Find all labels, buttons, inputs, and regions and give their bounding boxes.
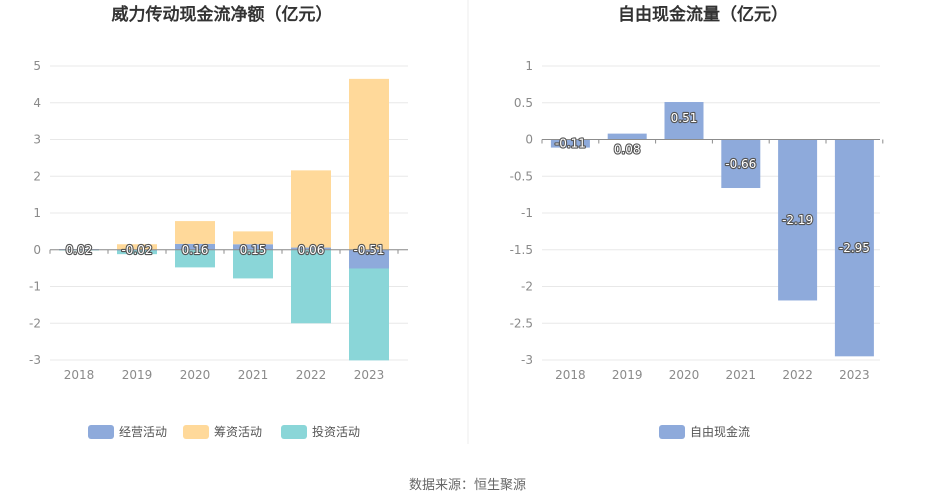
- legend-label: 自由现金流: [690, 424, 750, 439]
- x-tick-label: 2023: [839, 368, 870, 382]
- data-label: 0.06: [298, 243, 325, 257]
- data-label: 0.16: [182, 243, 209, 257]
- y-tick-label: -1.5: [510, 243, 533, 257]
- y-tick-label: 0: [525, 133, 533, 147]
- legend-swatch: [659, 425, 685, 439]
- y-tick-label: -2: [29, 316, 41, 330]
- bar-筹资活动: [349, 78, 389, 250]
- y-tick-label: 1: [525, 59, 533, 73]
- bar-投资活动: [349, 268, 389, 361]
- bar-经营活动: [175, 243, 215, 250]
- left-chart: 5 4 3 2 1 0 -1 -2 -3 2018 2019 2020 2021 2022 2023 0.02…: [29, 59, 408, 439]
- y-tick-label: 3: [33, 133, 41, 147]
- legend-label: 经营活动: [119, 425, 167, 439]
- data-label: 0.02: [66, 243, 93, 257]
- bar-筹资活动: [117, 244, 157, 250]
- bar-筹资活动: [291, 170, 331, 248]
- x-tick-label: 2020: [180, 368, 211, 382]
- left-chart-title: 威力传动现金流净额（亿元）: [112, 4, 333, 25]
- data-label: -2.19: [782, 213, 813, 227]
- bar-投资活动: [233, 249, 273, 279]
- data-label: 0.51: [671, 111, 698, 125]
- x-tick-label: 2018: [64, 368, 95, 382]
- bar-经营活动: [233, 244, 273, 250]
- y-tick-label: -1: [521, 206, 533, 220]
- bar-投资活动: [291, 249, 331, 324]
- data-source-note: 数据来源：恒生聚源: [408, 478, 526, 493]
- y-tick-label: -1: [29, 280, 41, 294]
- bar-筹资活动: [175, 221, 215, 244]
- bar-自由现金流: [664, 102, 704, 140]
- x-tick-label: 2023: [354, 368, 385, 382]
- bar-自由现金流: [607, 133, 647, 140]
- bar-自由现金流: [550, 139, 590, 148]
- y-tick-label: 5: [33, 59, 41, 73]
- y-tick-label: 0: [33, 243, 41, 257]
- x-tick-label: 2019: [612, 368, 643, 382]
- y-tick-label: -2: [521, 280, 533, 294]
- y-tick-label: 1: [33, 206, 41, 220]
- y-tick-label: 0.5: [514, 96, 533, 110]
- data-label: -0.51: [353, 243, 384, 257]
- legend-label: 筹资活动: [214, 425, 262, 439]
- bar-自由现金流: [778, 139, 818, 301]
- y-tick-label: -0.5: [510, 169, 533, 183]
- y-tick-label: -3: [521, 353, 533, 367]
- x-tick-label: 2022: [296, 368, 327, 382]
- y-tick-label: -2.5: [510, 316, 533, 330]
- data-label: -2.95: [839, 241, 870, 255]
- bar-投资活动: [117, 250, 157, 255]
- legend-swatch: [183, 425, 209, 439]
- y-tick-label: 2: [33, 169, 41, 183]
- data-label: -0.02: [121, 243, 152, 257]
- data-label: -0.66: [725, 157, 756, 171]
- x-tick-label: 2020: [669, 368, 700, 382]
- x-tick-label: 2018: [555, 368, 586, 382]
- legend-swatch: [88, 425, 114, 439]
- right-chart-title: 自由现金流量（亿元）: [618, 4, 788, 25]
- bar-自由现金流: [721, 139, 761, 189]
- x-tick-label: 2021: [726, 368, 757, 382]
- data-label: 0.15: [240, 243, 267, 257]
- data-label: 0.08: [614, 143, 641, 157]
- bar-投资活动: [175, 249, 215, 268]
- data-label: -0.11: [555, 137, 586, 151]
- bar-经营活动: [291, 247, 331, 250]
- legend-label: 投资活动: [312, 424, 360, 439]
- bar-筹资活动: [233, 231, 273, 245]
- legend-swatch: [281, 425, 307, 439]
- x-tick-label: 2019: [122, 368, 153, 382]
- bar-经营活动: [349, 249, 389, 269]
- x-tick-label: 2022: [782, 368, 813, 382]
- y-tick-label: 4: [33, 96, 41, 110]
- x-tick-label: 2021: [238, 368, 269, 382]
- right-chart: 1 0.5 0 -0.5 -1 -1.5 -2 -2.5 -3 2018 2019 2020 2021 2…: [510, 59, 884, 439]
- bar-自由现金流: [834, 139, 874, 357]
- y-tick-label: -3: [29, 353, 41, 367]
